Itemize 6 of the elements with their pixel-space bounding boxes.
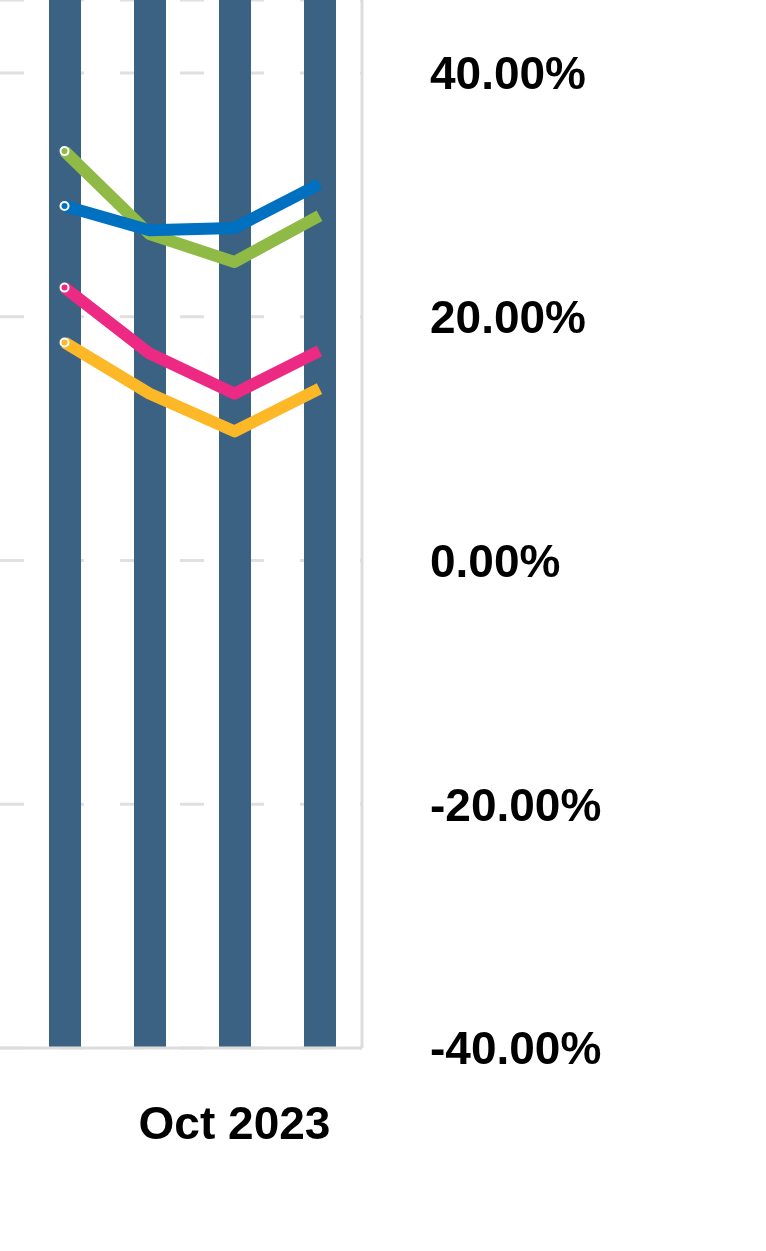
y-tick-label: -20.00%: [430, 778, 602, 831]
y-tick-label: 0.00%: [430, 534, 561, 587]
y-tick-label: 20.00%: [430, 291, 587, 344]
x-tick-label: Oct 2023: [138, 1096, 331, 1149]
y-tick-label: 40.00%: [430, 47, 587, 100]
y-tick-label: -40.00%: [430, 1022, 602, 1075]
